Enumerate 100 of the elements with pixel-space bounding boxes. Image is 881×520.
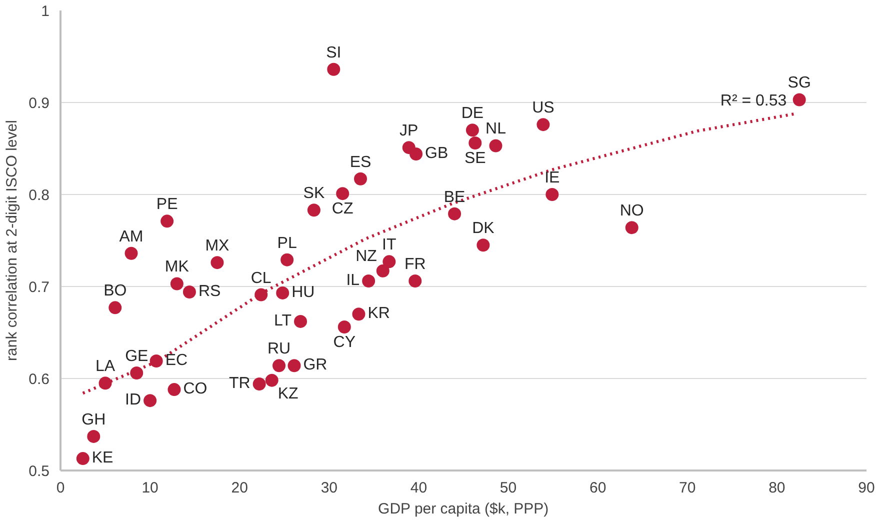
- series-label: JP: [400, 122, 418, 140]
- series-label: GH: [82, 411, 106, 428]
- series-label: IT: [382, 236, 397, 254]
- point: [265, 374, 278, 387]
- point: [254, 288, 268, 302]
- series-label: IE: [544, 170, 560, 186]
- x-tick-label: 70: [679, 480, 696, 496]
- point: [276, 286, 290, 300]
- point: [466, 124, 479, 137]
- series-label: SG: [788, 74, 811, 92]
- series-label: LA: [95, 358, 116, 376]
- point: [182, 286, 196, 299]
- x-tick-label: 80: [768, 480, 786, 496]
- point: [476, 238, 490, 252]
- y-tick-label: 0.8: [28, 187, 50, 204]
- series-label: BO: [104, 282, 127, 300]
- series-label: PL: [277, 234, 297, 252]
- point: [144, 394, 157, 408]
- x-tick-label: 90: [858, 480, 875, 496]
- series-label: KR: [368, 305, 390, 322]
- series-label: KE: [92, 450, 114, 467]
- point: [288, 359, 301, 372]
- point: [448, 207, 462, 220]
- point: [536, 118, 550, 132]
- series-label: RS: [198, 283, 221, 300]
- point: [307, 204, 320, 217]
- point: [168, 383, 181, 396]
- x-tick-label: 30: [320, 480, 338, 496]
- y-tick-label: 1: [41, 3, 50, 20]
- series-label: CZ: [332, 200, 354, 218]
- y-tick-label: 0.7: [28, 279, 50, 296]
- series-label: HU: [292, 284, 315, 301]
- point: [546, 188, 559, 201]
- series-label: AM: [119, 228, 144, 246]
- point: [210, 256, 224, 270]
- series-label: IL: [346, 272, 360, 289]
- y-axis-title: rank correlation at 2-digit ISCO level: [4, 120, 21, 361]
- point: [410, 148, 423, 161]
- point: [336, 187, 350, 200]
- x-tick-label: 0: [56, 480, 65, 496]
- series-label: LT: [274, 312, 292, 330]
- series-label: KZ: [278, 385, 299, 402]
- series-label: DK: [472, 220, 495, 238]
- series-label: ID: [125, 392, 142, 409]
- series-label: ES: [350, 154, 372, 171]
- series-label: FR: [404, 256, 426, 273]
- series-label: CL: [250, 270, 272, 287]
- series-label: CO: [183, 380, 208, 398]
- series-label: BE: [444, 188, 466, 206]
- point: [468, 136, 482, 150]
- series-label: US: [532, 100, 554, 117]
- series-label: RU: [267, 340, 291, 358]
- point: [124, 246, 138, 260]
- point: [252, 378, 266, 391]
- point: [150, 354, 163, 368]
- point: [160, 214, 174, 228]
- point: [376, 264, 390, 278]
- y-tick-label: 0.9: [28, 95, 50, 112]
- annotation: R² = 0.53: [720, 92, 787, 110]
- x-tick-label: 60: [589, 480, 606, 496]
- point: [362, 274, 376, 288]
- series-label: EC: [165, 352, 188, 370]
- point: [352, 308, 366, 321]
- x-tick-label: 10: [142, 480, 158, 496]
- point: [108, 301, 122, 314]
- series-label: MK: [164, 258, 190, 276]
- series-label: NL: [486, 120, 506, 138]
- series-label: GB: [425, 145, 448, 162]
- point: [792, 93, 806, 106]
- point: [354, 172, 368, 186]
- series-label: TR: [228, 375, 250, 392]
- y-tick-label: 0.6: [28, 371, 50, 388]
- point: [130, 366, 144, 380]
- series-label: NO: [620, 202, 644, 220]
- series-label: MX: [205, 238, 230, 255]
- point: [338, 320, 351, 334]
- series-label: SE: [464, 150, 486, 167]
- point: [294, 314, 308, 328]
- point: [76, 452, 90, 466]
- x-tick-label: 40: [410, 480, 428, 496]
- series-label: GE: [125, 348, 148, 365]
- series-label: NZ: [356, 248, 378, 265]
- point: [272, 359, 286, 372]
- x-tick-label: 50: [500, 480, 517, 496]
- point: [408, 274, 422, 288]
- point: [382, 255, 396, 268]
- series-label: DE: [461, 105, 484, 122]
- x-axis-title: GDP per capita ($k, PPP): [378, 500, 549, 518]
- point: [280, 253, 294, 266]
- series-label: SK: [303, 185, 325, 202]
- series-label: GR: [303, 356, 328, 374]
- series-label: SI: [326, 44, 342, 62]
- series-label: CY: [333, 334, 356, 351]
- point: [327, 62, 340, 76]
- series-label: PE: [156, 196, 178, 214]
- point: [170, 277, 184, 290]
- point: [489, 139, 502, 152]
- point: [625, 221, 638, 234]
- x-tick-label: 20: [231, 480, 248, 496]
- y-tick-label: 0.5: [28, 463, 50, 480]
